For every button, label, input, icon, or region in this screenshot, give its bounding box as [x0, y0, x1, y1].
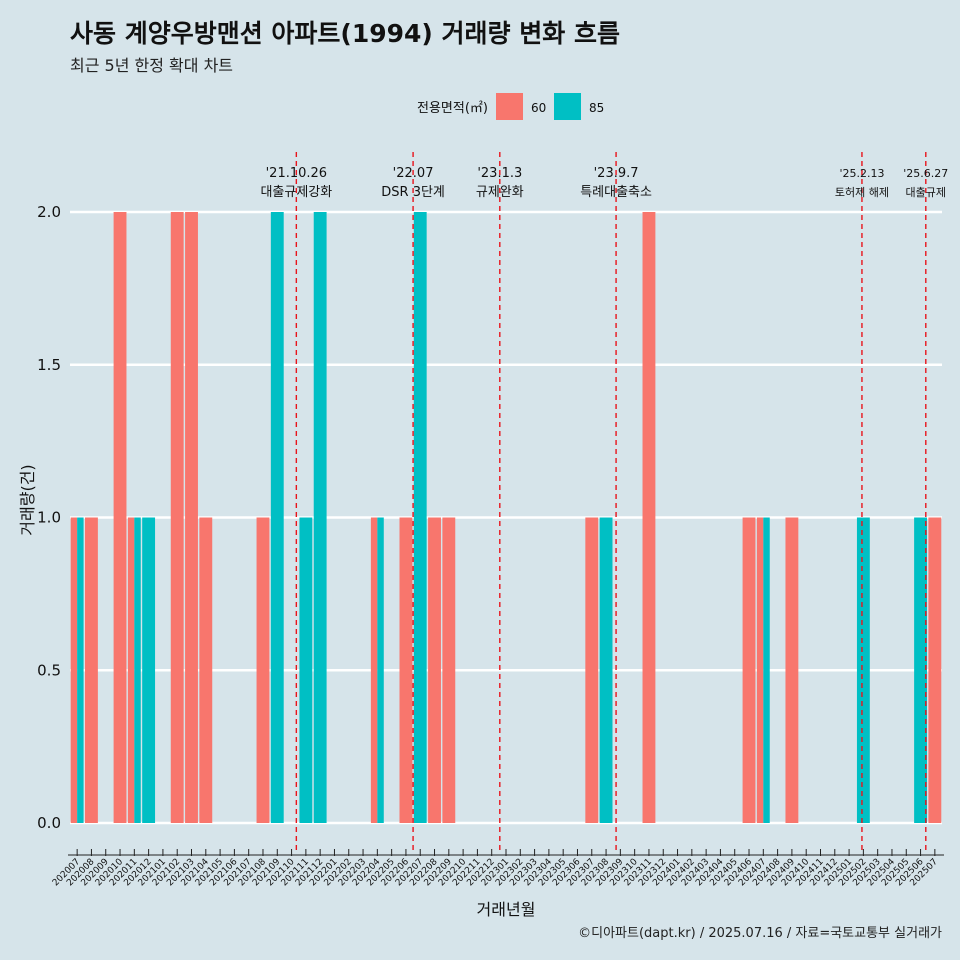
bar-60-202104 [199, 517, 213, 823]
legend: 전용면적(㎡) 60 85 [417, 93, 604, 120]
event-date-label: '23.9.7 [594, 166, 639, 181]
bar-60-202406 [742, 517, 756, 823]
bar-60-202007 [70, 517, 78, 823]
chart-subtitle: 최근 5년 한정 확대 차트 [70, 56, 234, 75]
bar-85-202012 [142, 517, 156, 823]
bar-60-202206 [399, 517, 413, 823]
event-date-label: '21.10.26 [266, 166, 327, 181]
bar-85-202308 [599, 517, 613, 823]
bar-60-202507 [928, 517, 942, 823]
y-axis: 0.0 0.5 1.0 1.5 2.0 [37, 203, 61, 832]
y-tick-label: 1.5 [37, 356, 61, 374]
event-label: 대출규제 [906, 186, 946, 199]
bar-85-202007 [77, 517, 84, 823]
legend-swatch-85 [554, 93, 581, 120]
bar-60-202208 [428, 517, 441, 823]
y-tick-label: 2.0 [37, 203, 61, 221]
x-axis-title: 거래년월 [477, 900, 536, 919]
bar-85-202506 [914, 517, 927, 823]
bar-60-202008 [85, 517, 98, 823]
source-caption: ©디아파트(dapt.kr) / 2025.07.16 / 자료=국토교통부 실… [578, 926, 942, 941]
bar-60-202103 [185, 212, 198, 823]
event-label: 토허제 해제 [835, 185, 889, 199]
bar-85-202011 [134, 517, 141, 823]
bar-85-202112 [313, 212, 327, 823]
event-date-label: '25.2.13 [839, 167, 884, 180]
bars [70, 212, 942, 823]
bar-85-202502 [856, 517, 870, 823]
legend-title: 전용면적(㎡) [417, 101, 488, 116]
event-label: 대출규제강화 [260, 185, 332, 200]
bar-60-202010 [113, 212, 127, 823]
event-label: 특례대출축소 [580, 185, 652, 200]
y-tick-label: 1.0 [37, 509, 61, 527]
y-tick-label: 0.0 [37, 814, 61, 832]
bar-60-202102 [170, 212, 184, 823]
bar-60-202011 [127, 517, 135, 823]
bar-60-202108 [256, 517, 270, 823]
x-axis: 2020072020082020092020102020112020122021… [51, 849, 944, 888]
event-date-label: '23.1.3 [477, 166, 522, 181]
event-label: 규제완화 [476, 185, 524, 200]
bar-85-202109 [270, 212, 284, 823]
legend-swatch-60 [496, 93, 523, 120]
bar-85-202207 [413, 212, 427, 823]
event-lines: '21.10.26 대출규제강화 '22.07 DSR 3단계 '23.1.3 규제완화 '… [260, 152, 948, 850]
bar-60-202307 [585, 517, 599, 823]
bar-60-202311 [642, 212, 656, 823]
event-date-label: '22.07 [393, 166, 434, 181]
bar-60-202209 [442, 517, 456, 823]
event-date-label: '25.6.27 [903, 167, 948, 180]
bar-85-202407 [763, 517, 770, 823]
bar-85-202204 [377, 517, 384, 823]
bar-60-202204 [370, 517, 378, 823]
bar-85-202111 [299, 517, 313, 823]
y-axis-title: 거래량(건) [18, 464, 37, 535]
y-tick-label: 0.5 [37, 661, 61, 679]
event-label: DSR 3단계 [381, 185, 445, 200]
legend-label-60: 60 [531, 101, 546, 115]
bar-60-202407 [756, 517, 764, 823]
bar-60-202409 [785, 517, 799, 823]
chart-title: 사동 계양우방맨션 아파트(1994) 거래량 변화 흐름 [70, 19, 620, 48]
legend-label-85: 85 [589, 101, 604, 115]
